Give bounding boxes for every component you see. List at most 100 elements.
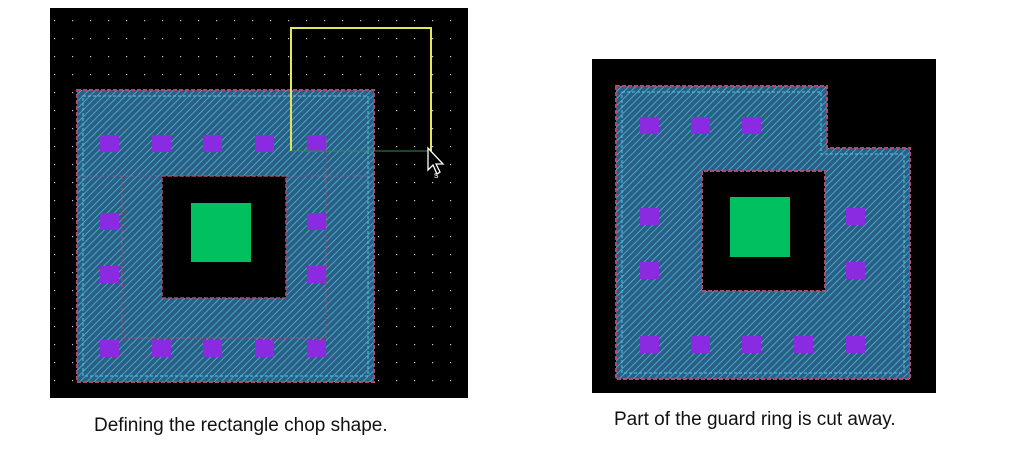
grid-dot	[288, 56, 290, 58]
grid-dot	[198, 56, 200, 58]
grid-dot	[396, 56, 398, 58]
grid-dot	[54, 308, 56, 310]
grid-dot	[54, 56, 56, 58]
grid-dot	[72, 200, 74, 202]
grid-dot	[432, 146, 434, 148]
grid-dot	[396, 164, 398, 166]
grid-dot	[90, 56, 92, 58]
grid-dot	[72, 218, 74, 220]
grid-dot	[414, 146, 416, 148]
contact	[307, 213, 326, 230]
grid-dot	[396, 380, 398, 382]
contact	[640, 117, 659, 134]
contact	[100, 340, 119, 357]
grid-dot	[126, 38, 128, 40]
grid-dot	[432, 182, 434, 184]
device-center-block	[191, 203, 251, 262]
guard-ring-chopped	[615, 85, 911, 380]
grid-dot	[72, 74, 74, 76]
grid-dot	[108, 56, 110, 58]
grid-dot	[396, 218, 398, 220]
grid-dot	[396, 344, 398, 346]
contact	[152, 340, 171, 357]
grid-dot	[252, 56, 254, 58]
grid-dot	[270, 56, 272, 58]
grid-dot	[234, 38, 236, 40]
grid-dot	[450, 200, 452, 202]
grid-dot	[162, 38, 164, 40]
grid-dot	[144, 74, 146, 76]
grid-dot	[450, 218, 452, 220]
grid-dot	[450, 380, 452, 382]
grid-dot	[432, 128, 434, 130]
grid-dot	[270, 20, 272, 22]
grid-dot	[198, 20, 200, 22]
grid-dot	[396, 236, 398, 238]
contact	[100, 213, 119, 230]
grid-dot	[414, 344, 416, 346]
grid-dot	[378, 344, 380, 346]
grid-dot	[414, 164, 416, 166]
grid-dot	[432, 56, 434, 58]
grid-dot	[162, 74, 164, 76]
grid-dot	[72, 20, 74, 22]
grid-dot	[216, 74, 218, 76]
grid-dot	[450, 236, 452, 238]
contact	[203, 135, 222, 152]
grid-dot	[144, 38, 146, 40]
grid-dot	[72, 344, 74, 346]
grid-dot	[90, 20, 92, 22]
grid-dot	[414, 38, 416, 40]
grid-dot	[126, 20, 128, 22]
grid-dot	[54, 92, 56, 94]
grid-dot	[432, 326, 434, 328]
guard-ring-layout-after-chop	[615, 85, 911, 380]
contact	[742, 336, 761, 353]
grid-dot	[432, 236, 434, 238]
grid-dot	[396, 362, 398, 364]
grid-dot	[432, 74, 434, 76]
grid-dot	[450, 308, 452, 310]
grid-dot	[450, 182, 452, 184]
grid-dot	[432, 272, 434, 274]
grid-dot	[414, 20, 416, 22]
contact	[691, 117, 710, 134]
grid-dot	[378, 326, 380, 328]
grid-dot	[162, 56, 164, 58]
grid-dot	[270, 38, 272, 40]
contact-group	[100, 135, 326, 357]
grid-dot	[450, 254, 452, 256]
grid-dot	[396, 200, 398, 202]
grid-dot	[432, 290, 434, 292]
grid-dot	[216, 20, 218, 22]
grid-dot	[54, 110, 56, 112]
guard-ring-layout-before-chop: s	[54, 20, 452, 383]
grid-dot	[396, 272, 398, 274]
grid-dot	[180, 56, 182, 58]
grid-dot	[54, 344, 56, 346]
grid-dot	[414, 110, 416, 112]
grid-dot	[450, 92, 452, 94]
contact	[846, 262, 865, 279]
guard-ring-inner-outline	[621, 91, 905, 374]
grid-dot	[54, 164, 56, 166]
contact	[100, 135, 119, 152]
grid-dot	[414, 380, 416, 382]
grid-dot	[432, 362, 434, 364]
grid-dot	[414, 56, 416, 58]
grid-dot	[54, 380, 56, 382]
grid-dot	[378, 236, 380, 238]
contact	[203, 340, 222, 357]
grid-dot	[54, 218, 56, 220]
grid-dot	[108, 74, 110, 76]
grid-dot	[108, 20, 110, 22]
contact-group	[640, 117, 865, 353]
contact	[307, 266, 326, 283]
grid-dot	[414, 326, 416, 328]
grid-dot	[378, 92, 380, 94]
grid-dot	[378, 254, 380, 256]
grid-dot	[72, 164, 74, 166]
grid-dot	[360, 74, 362, 76]
grid-dot	[414, 362, 416, 364]
grid-dot	[378, 110, 380, 112]
